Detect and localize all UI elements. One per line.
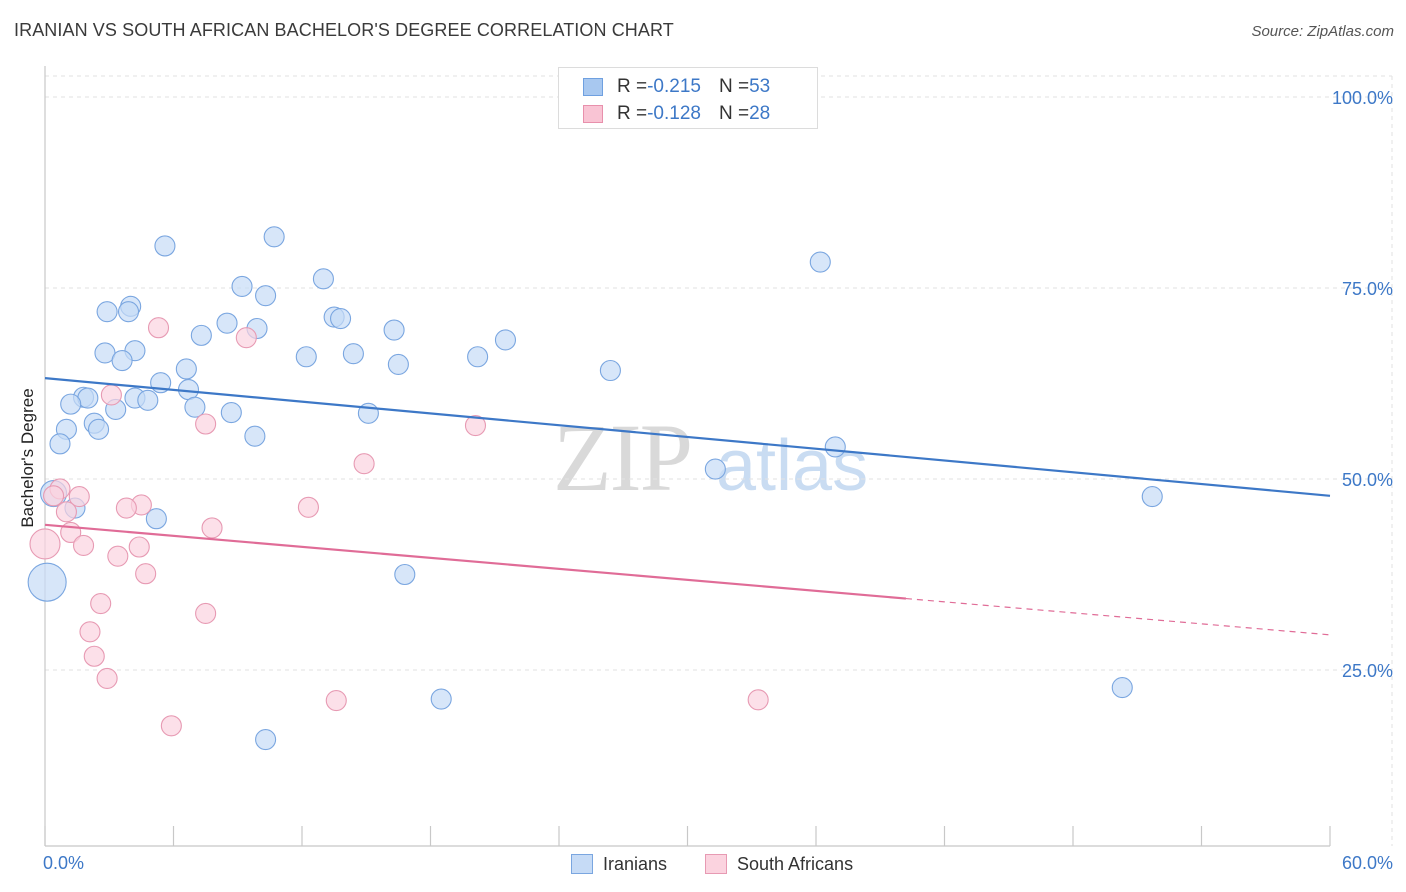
iranian-point bbox=[1111, 677, 1133, 699]
south-african-point bbox=[29, 528, 61, 560]
south-african-point bbox=[297, 496, 319, 518]
south-african-point bbox=[115, 497, 137, 519]
south-african-point bbox=[96, 667, 118, 689]
south-african-point bbox=[160, 715, 182, 737]
south-african-point bbox=[195, 602, 217, 625]
y-tick-label: 75.0% bbox=[1342, 279, 1393, 299]
iranians-legend-swatch bbox=[571, 854, 593, 874]
iranian-point bbox=[137, 389, 159, 411]
iranian-point bbox=[824, 436, 846, 458]
south-africans-trend-extension bbox=[905, 597, 1331, 636]
iranian-point bbox=[49, 433, 71, 455]
iranian-point bbox=[220, 401, 242, 424]
south-african-point bbox=[235, 327, 257, 349]
iranian-point bbox=[430, 688, 452, 710]
legend-item-iranians[interactable]: Iranians bbox=[571, 852, 667, 876]
south-african-point bbox=[107, 545, 129, 567]
iranian-point bbox=[190, 324, 212, 346]
south-africans-trend-line bbox=[44, 523, 907, 600]
south-african-point bbox=[325, 690, 347, 712]
iranians-swatch bbox=[583, 78, 603, 96]
iranian-point bbox=[387, 353, 409, 375]
iranian-point bbox=[87, 418, 110, 440]
iranian-point bbox=[809, 251, 831, 273]
n-value: 53 bbox=[749, 76, 771, 97]
source-label: Source: ZipAtlas.com bbox=[1251, 23, 1394, 40]
south-african-point bbox=[353, 453, 375, 475]
watermark-zip: ZIP bbox=[553, 404, 691, 511]
iranian-point bbox=[27, 562, 67, 602]
south-african-point bbox=[747, 689, 769, 711]
south-african-point bbox=[100, 384, 122, 406]
south-african-point bbox=[83, 645, 105, 667]
iranian-point bbox=[154, 235, 176, 257]
r-value: -0.215 bbox=[647, 76, 701, 97]
iranian-point bbox=[145, 508, 167, 530]
south-african-point bbox=[147, 317, 170, 339]
series-south-africans bbox=[29, 317, 769, 737]
iranian-point bbox=[1141, 486, 1163, 508]
south-african-point bbox=[79, 621, 101, 643]
iranian-point bbox=[494, 329, 517, 351]
series-iranians bbox=[27, 226, 1163, 751]
iranian-point bbox=[231, 275, 253, 298]
x-tick-label: 0.0% bbox=[43, 853, 84, 873]
iranian-point bbox=[96, 301, 118, 323]
legend-label-south-africans: South Africans bbox=[737, 853, 854, 874]
n-label: N = bbox=[718, 103, 750, 124]
iranian-point bbox=[255, 285, 277, 307]
iranians-trend-line bbox=[44, 377, 1331, 497]
iranian-point bbox=[117, 301, 140, 323]
iranian-point bbox=[60, 393, 82, 415]
y-tick-label: 25.0% bbox=[1342, 661, 1393, 681]
iranian-point bbox=[244, 425, 266, 447]
r-label: R = bbox=[617, 76, 648, 97]
iranian-point bbox=[704, 458, 726, 480]
south-african-point bbox=[464, 414, 487, 437]
iranian-point bbox=[263, 226, 285, 248]
n-label: N = bbox=[718, 76, 750, 97]
r-label: R = bbox=[617, 103, 648, 124]
iranian-point bbox=[383, 319, 405, 341]
y-axis-title: Bachelor's Degree bbox=[18, 388, 37, 528]
south-africans-swatch bbox=[583, 105, 603, 123]
iranian-point bbox=[329, 308, 352, 330]
r-value: -0.128 bbox=[647, 103, 701, 124]
watermark-atlas: atlas bbox=[716, 426, 868, 506]
stats-legend-row-iranians: R = -0.215 N = 53 bbox=[583, 75, 770, 99]
iranian-point bbox=[111, 350, 133, 372]
iranian-point bbox=[216, 312, 238, 334]
iranian-point bbox=[175, 358, 197, 380]
iranian-point bbox=[255, 728, 277, 751]
iranian-point bbox=[467, 346, 489, 368]
south-african-point bbox=[90, 592, 112, 615]
iranian-point bbox=[184, 396, 206, 418]
x-tick-label: 60.0% bbox=[1342, 853, 1393, 873]
legend-label-iranians: Iranians bbox=[603, 853, 668, 874]
stats-legend-row-south-africans: R = -0.128 N = 28 bbox=[583, 102, 770, 126]
iranian-point bbox=[312, 268, 334, 290]
n-value: 28 bbox=[749, 103, 771, 124]
south-african-point bbox=[55, 501, 77, 523]
iranian-point bbox=[342, 343, 364, 365]
south-african-point bbox=[128, 536, 150, 558]
iranian-point bbox=[599, 359, 621, 382]
chart-title: IRANIAN VS SOUTH AFRICAN BACHELOR'S DEGR… bbox=[14, 20, 674, 40]
south-african-point bbox=[68, 486, 90, 508]
south-africans-legend-swatch bbox=[705, 854, 727, 874]
iranian-point bbox=[394, 563, 416, 586]
iranian-point bbox=[295, 346, 317, 368]
y-tick-label: 50.0% bbox=[1342, 470, 1393, 490]
south-african-point bbox=[201, 517, 223, 539]
south-african-point bbox=[43, 485, 65, 507]
south-african-point bbox=[195, 413, 217, 435]
south-african-point bbox=[73, 534, 95, 557]
legend-item-south-africans[interactable]: South Africans bbox=[705, 852, 853, 876]
south-african-point bbox=[135, 563, 157, 585]
stats-legend: R = -0.215 N = 53 R = -0.128 N = 28 bbox=[558, 67, 818, 129]
y-tick-label: 100.0% bbox=[1332, 88, 1393, 108]
